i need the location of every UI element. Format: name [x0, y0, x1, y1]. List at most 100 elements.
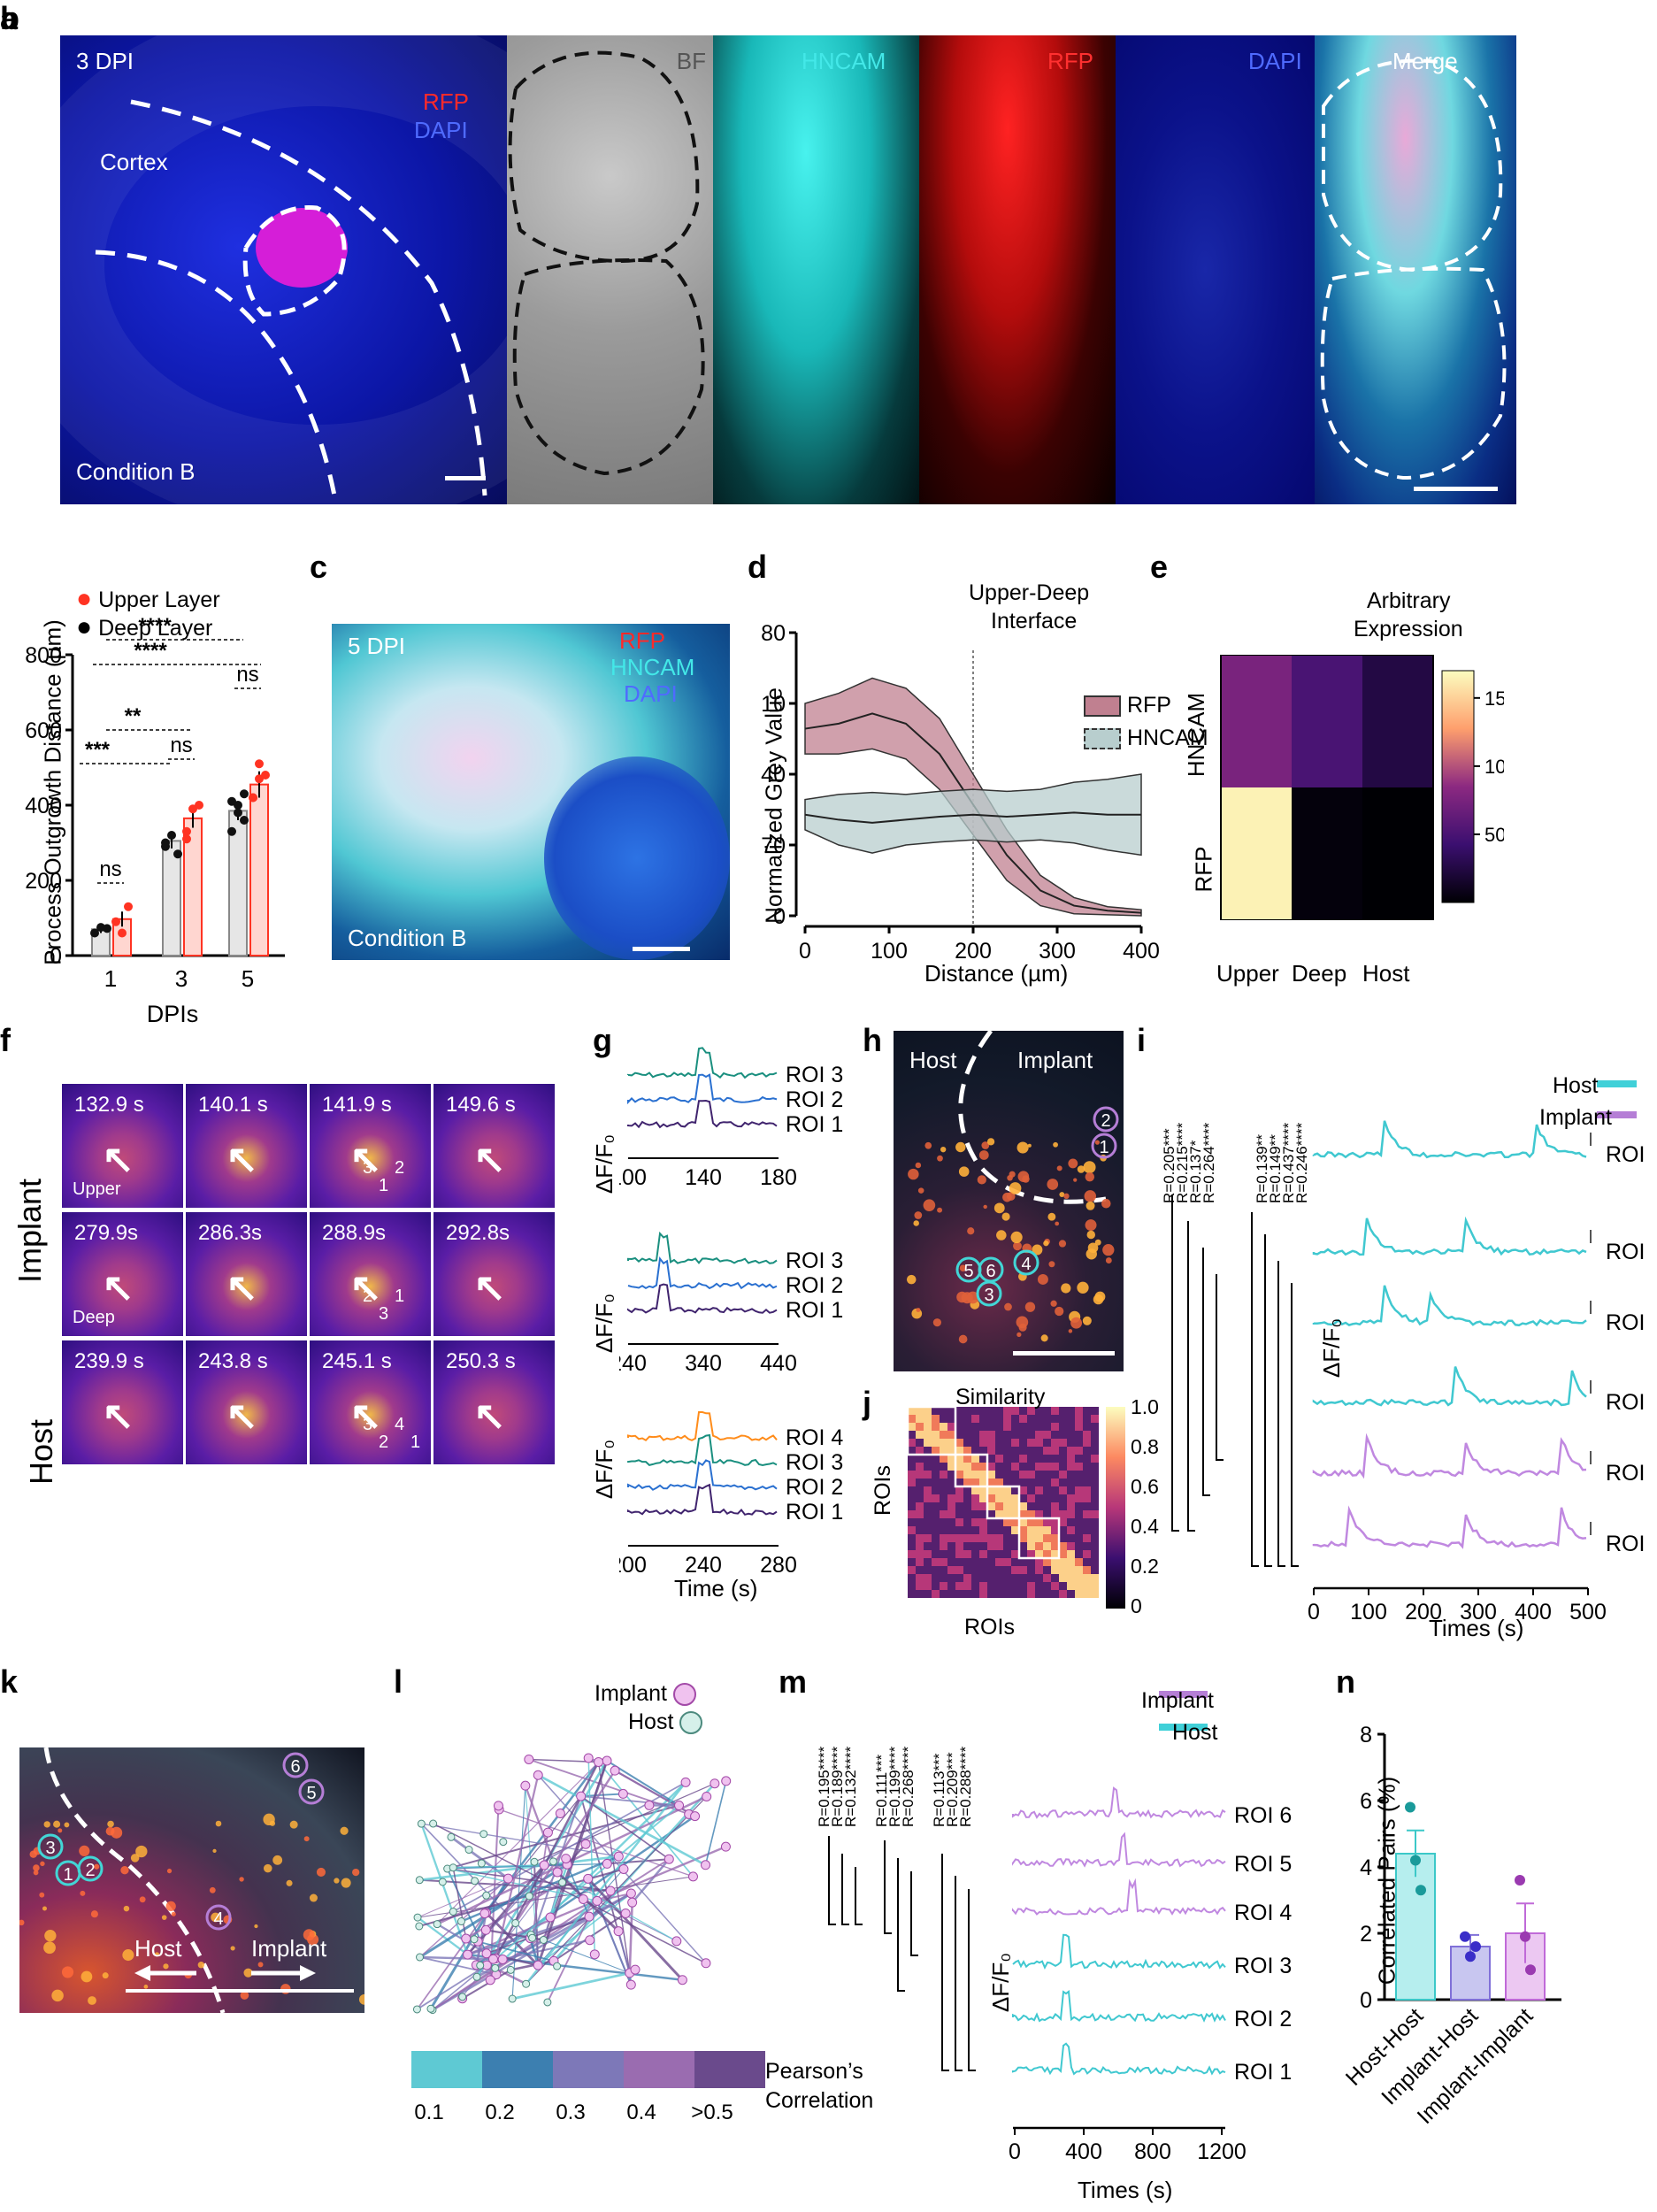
j-cell [1075, 1431, 1083, 1439]
arrow-icon: ↖ [226, 1138, 258, 1181]
b-stat-label: *** [85, 738, 111, 762]
merge-tile: Merge [1315, 35, 1516, 504]
g-ylabel-1: ΔF/F₀ [591, 1133, 618, 1194]
j-cell [947, 1582, 955, 1590]
c-condition-label: Condition B [348, 925, 467, 951]
b-point [173, 849, 182, 859]
j-cell [1051, 1486, 1059, 1494]
roi-number: 4 [395, 1415, 405, 1434]
l-implant-node [583, 1753, 594, 1763]
j-cell [1075, 1423, 1083, 1431]
f-host-label: Host [23, 1418, 60, 1486]
n-point [1470, 1941, 1481, 1952]
k-cell-spot [230, 1946, 235, 1951]
i-r-value: R=0.137* [1187, 1140, 1204, 1203]
m-bracket [828, 1836, 836, 1925]
n-ytick-label: 2 [1360, 1922, 1372, 1947]
l-implant-node [479, 1909, 490, 1919]
j-cell [971, 1526, 979, 1534]
l-host-node [525, 1892, 533, 1901]
e-col-upper: Upper [1216, 960, 1279, 987]
roi-number: 1 [395, 1286, 405, 1306]
j-cell [1091, 1566, 1099, 1574]
m-bracket [841, 1854, 849, 1925]
j-cell [1059, 1566, 1067, 1574]
c-rfp-label: RFP [619, 627, 665, 654]
g-tick-label: 440 [760, 1351, 797, 1376]
e-cell [1292, 655, 1362, 787]
h-cell-spot [1006, 1192, 1016, 1201]
l-edge [536, 1760, 609, 1966]
g-ylabel-2: ΔF/F₀ [591, 1293, 618, 1354]
j-cell [1035, 1447, 1043, 1455]
k-cell-spot [264, 1863, 272, 1873]
j-cell [1075, 1486, 1083, 1494]
j-cell [1083, 1494, 1091, 1502]
j-cell [924, 1479, 932, 1486]
j-cell [963, 1447, 971, 1455]
j-cell [947, 1494, 955, 1502]
panel-label-i: i [1137, 1022, 1147, 1058]
j-cell [924, 1566, 932, 1574]
k-roi-number: 1 [63, 1865, 73, 1885]
n-ytick-label: 6 [1360, 1789, 1372, 1814]
l-host-node [539, 1936, 548, 1945]
j-cell [979, 1471, 987, 1479]
j-cell [1075, 1582, 1083, 1590]
j-cell [1035, 1471, 1043, 1479]
h-cell-spot [1085, 1248, 1097, 1260]
l-scale-swatch [694, 2051, 765, 2088]
j-cell [1035, 1582, 1043, 1590]
j-cluster-box [954, 1453, 989, 1488]
j-cell [987, 1550, 995, 1558]
l-implant-node [618, 1788, 628, 1799]
k-cell-spot [289, 1820, 298, 1829]
j-cell [1051, 1550, 1059, 1558]
j-cell [924, 1407, 932, 1415]
m-xtick-label: 400 [1065, 2139, 1102, 2164]
b-point [227, 826, 236, 836]
j-cell [1091, 1439, 1099, 1447]
j-cell [932, 1526, 940, 1534]
l-host-node [482, 1891, 491, 1900]
h-cell-spot [1047, 1179, 1059, 1190]
j-ylabel: ROIs [870, 1465, 895, 1516]
j-cell [963, 1590, 971, 1598]
l-implant-node [533, 1770, 543, 1780]
j-cell [1075, 1518, 1083, 1526]
j-cell [1035, 1415, 1043, 1423]
e-cbar-label: 50 [1484, 824, 1504, 846]
j-cell [1003, 1415, 1011, 1423]
j-cell [924, 1486, 932, 1494]
l-edge [547, 1916, 590, 2003]
j-cell [955, 1582, 963, 1590]
j-cell [908, 1526, 916, 1534]
j-cell [1075, 1463, 1083, 1471]
n-point [1525, 1964, 1536, 1976]
j-cell [995, 1439, 1003, 1447]
i-trace [1312, 1216, 1587, 1256]
l-host-node [429, 1819, 438, 1828]
l-host-node [476, 1961, 485, 1970]
h-cell-spot [977, 1175, 986, 1185]
j-cell [1075, 1415, 1083, 1423]
panel-label-g: g [593, 1022, 612, 1058]
h-cell-spot [913, 1220, 919, 1226]
j-cell [1059, 1550, 1067, 1558]
n-point [1515, 1875, 1525, 1886]
j-cell [955, 1502, 963, 1510]
k-cell-spot [61, 1966, 74, 1978]
frame-time: 239.9 s [74, 1349, 144, 1373]
l-implant-node [545, 1912, 556, 1923]
j-cell [1051, 1455, 1059, 1463]
j-cell [1067, 1534, 1075, 1542]
j-cell [1075, 1471, 1083, 1479]
j-cell [1003, 1558, 1011, 1566]
j-cell [1051, 1415, 1059, 1423]
j-cell [1035, 1486, 1043, 1494]
j-cell [1059, 1407, 1067, 1415]
legend-rfp: RFP [1084, 693, 1171, 718]
i-xtick-label: 200 [1405, 1600, 1442, 1624]
j-cell [1091, 1558, 1099, 1566]
n-point [1410, 1855, 1421, 1866]
